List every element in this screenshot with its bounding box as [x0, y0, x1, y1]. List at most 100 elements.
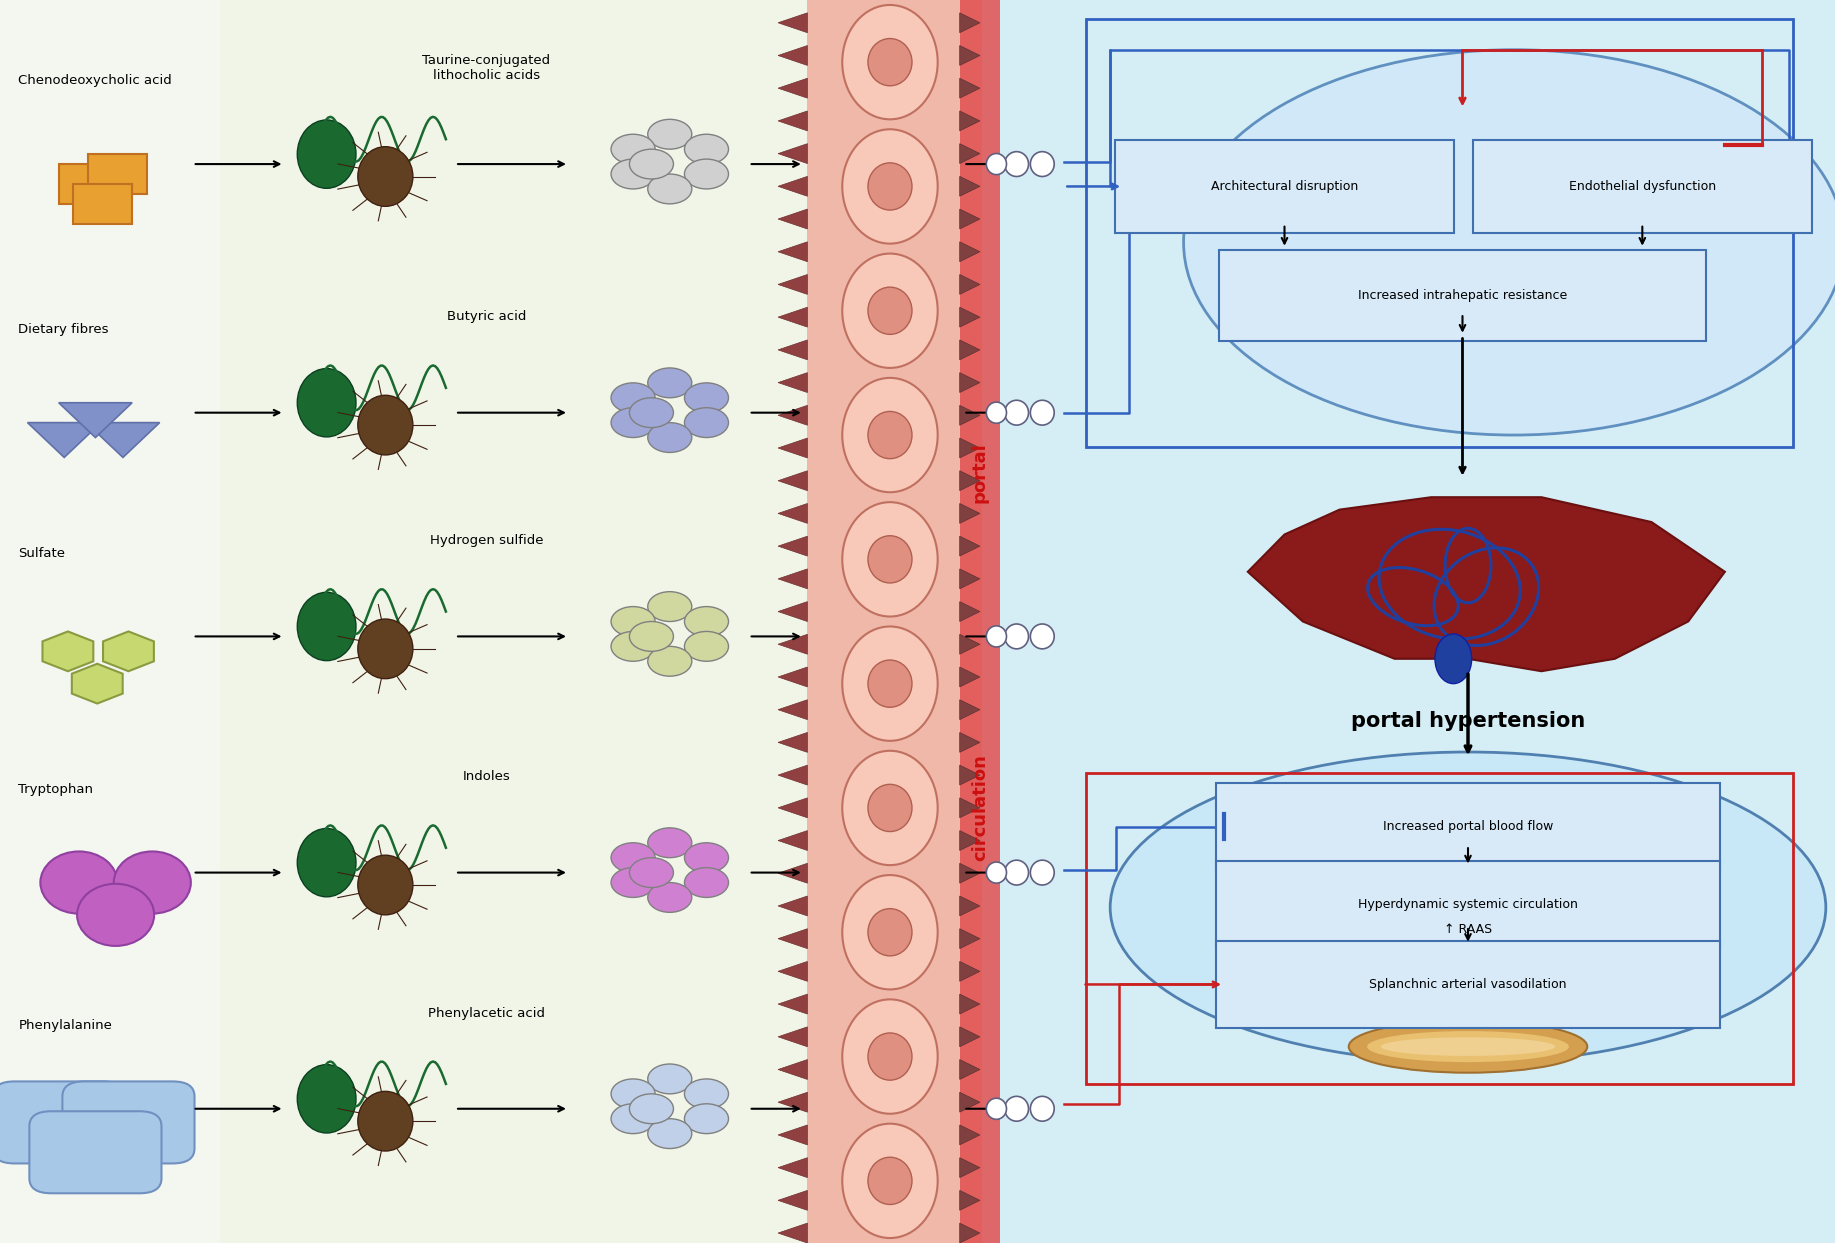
Polygon shape — [960, 78, 980, 98]
Ellipse shape — [611, 843, 655, 873]
Text: Increased portal blood flow: Increased portal blood flow — [1384, 820, 1552, 833]
Polygon shape — [960, 994, 980, 1014]
Polygon shape — [778, 994, 807, 1014]
Ellipse shape — [868, 660, 912, 707]
Text: Increased intrahepatic resistance: Increased intrahepatic resistance — [1358, 290, 1567, 302]
Ellipse shape — [648, 119, 692, 149]
Ellipse shape — [987, 626, 1006, 648]
Polygon shape — [960, 1027, 980, 1047]
Polygon shape — [960, 46, 980, 66]
Ellipse shape — [684, 868, 728, 897]
Polygon shape — [778, 144, 807, 164]
Ellipse shape — [684, 631, 728, 661]
Polygon shape — [28, 423, 101, 457]
Ellipse shape — [297, 121, 356, 188]
Ellipse shape — [842, 254, 938, 368]
Text: Butyric acid: Butyric acid — [446, 311, 527, 323]
Polygon shape — [778, 46, 807, 66]
Ellipse shape — [297, 1064, 356, 1134]
Polygon shape — [778, 503, 807, 523]
Polygon shape — [778, 111, 807, 131]
Ellipse shape — [611, 159, 655, 189]
Text: Endothelial dysfunction: Endothelial dysfunction — [1569, 180, 1716, 193]
Polygon shape — [778, 634, 807, 654]
Ellipse shape — [842, 129, 938, 244]
Polygon shape — [960, 1157, 980, 1177]
Text: Indoles: Indoles — [462, 771, 510, 783]
Ellipse shape — [842, 1124, 938, 1238]
FancyBboxPatch shape — [1215, 783, 1721, 870]
Ellipse shape — [77, 884, 154, 946]
Polygon shape — [960, 471, 980, 491]
Polygon shape — [59, 403, 132, 438]
Ellipse shape — [842, 502, 938, 617]
Ellipse shape — [1029, 624, 1053, 649]
Ellipse shape — [842, 999, 938, 1114]
Ellipse shape — [611, 1104, 655, 1134]
FancyBboxPatch shape — [1215, 861, 1721, 948]
Ellipse shape — [987, 401, 1006, 423]
Ellipse shape — [648, 368, 692, 398]
Text: Sulfate: Sulfate — [18, 547, 66, 559]
Polygon shape — [960, 242, 980, 262]
Polygon shape — [960, 766, 980, 786]
Polygon shape — [960, 275, 980, 295]
Polygon shape — [960, 830, 980, 850]
Ellipse shape — [684, 383, 728, 413]
Ellipse shape — [868, 163, 912, 210]
Polygon shape — [960, 177, 980, 196]
Polygon shape — [960, 111, 980, 131]
Polygon shape — [778, 1191, 807, 1211]
Text: Chenodeoxycholic acid: Chenodeoxycholic acid — [18, 75, 172, 87]
Text: Phenylalanine: Phenylalanine — [18, 1019, 112, 1032]
Ellipse shape — [1006, 152, 1028, 177]
FancyBboxPatch shape — [960, 0, 1000, 1243]
Ellipse shape — [648, 1119, 692, 1149]
Polygon shape — [778, 275, 807, 295]
Polygon shape — [778, 1059, 807, 1079]
Polygon shape — [960, 961, 980, 981]
FancyBboxPatch shape — [1472, 140, 1811, 234]
Ellipse shape — [842, 751, 938, 865]
Ellipse shape — [1435, 634, 1472, 684]
Text: portal: portal — [971, 443, 989, 502]
Ellipse shape — [114, 851, 191, 914]
Ellipse shape — [648, 174, 692, 204]
Ellipse shape — [1029, 1096, 1053, 1121]
Polygon shape — [960, 700, 980, 720]
Ellipse shape — [868, 1033, 912, 1080]
Polygon shape — [778, 896, 807, 916]
Ellipse shape — [1382, 1037, 1556, 1057]
Text: Taurine-conjugated
lithocholic acids: Taurine-conjugated lithocholic acids — [422, 55, 550, 82]
Polygon shape — [778, 12, 807, 32]
Polygon shape — [778, 830, 807, 850]
Polygon shape — [960, 634, 980, 654]
Text: portal hypertension: portal hypertension — [1351, 711, 1585, 731]
Polygon shape — [778, 242, 807, 262]
Polygon shape — [960, 209, 980, 229]
Polygon shape — [103, 631, 154, 671]
Polygon shape — [960, 732, 980, 752]
Ellipse shape — [358, 147, 413, 206]
FancyBboxPatch shape — [88, 154, 147, 194]
Ellipse shape — [611, 383, 655, 413]
Text: Splanchnic arterial vasodilation: Splanchnic arterial vasodilation — [1369, 978, 1567, 991]
Polygon shape — [778, 209, 807, 229]
Polygon shape — [778, 1157, 807, 1177]
Ellipse shape — [358, 855, 413, 915]
FancyBboxPatch shape — [29, 1111, 161, 1193]
Ellipse shape — [648, 883, 692, 912]
Ellipse shape — [648, 828, 692, 858]
Ellipse shape — [648, 592, 692, 622]
Ellipse shape — [297, 829, 356, 897]
Ellipse shape — [868, 287, 912, 334]
Polygon shape — [778, 339, 807, 359]
Polygon shape — [960, 438, 980, 457]
Polygon shape — [778, 864, 807, 884]
Ellipse shape — [1029, 860, 1053, 885]
Polygon shape — [778, 1093, 807, 1112]
Ellipse shape — [629, 858, 673, 888]
Polygon shape — [778, 569, 807, 589]
Ellipse shape — [629, 149, 673, 179]
Ellipse shape — [629, 622, 673, 651]
